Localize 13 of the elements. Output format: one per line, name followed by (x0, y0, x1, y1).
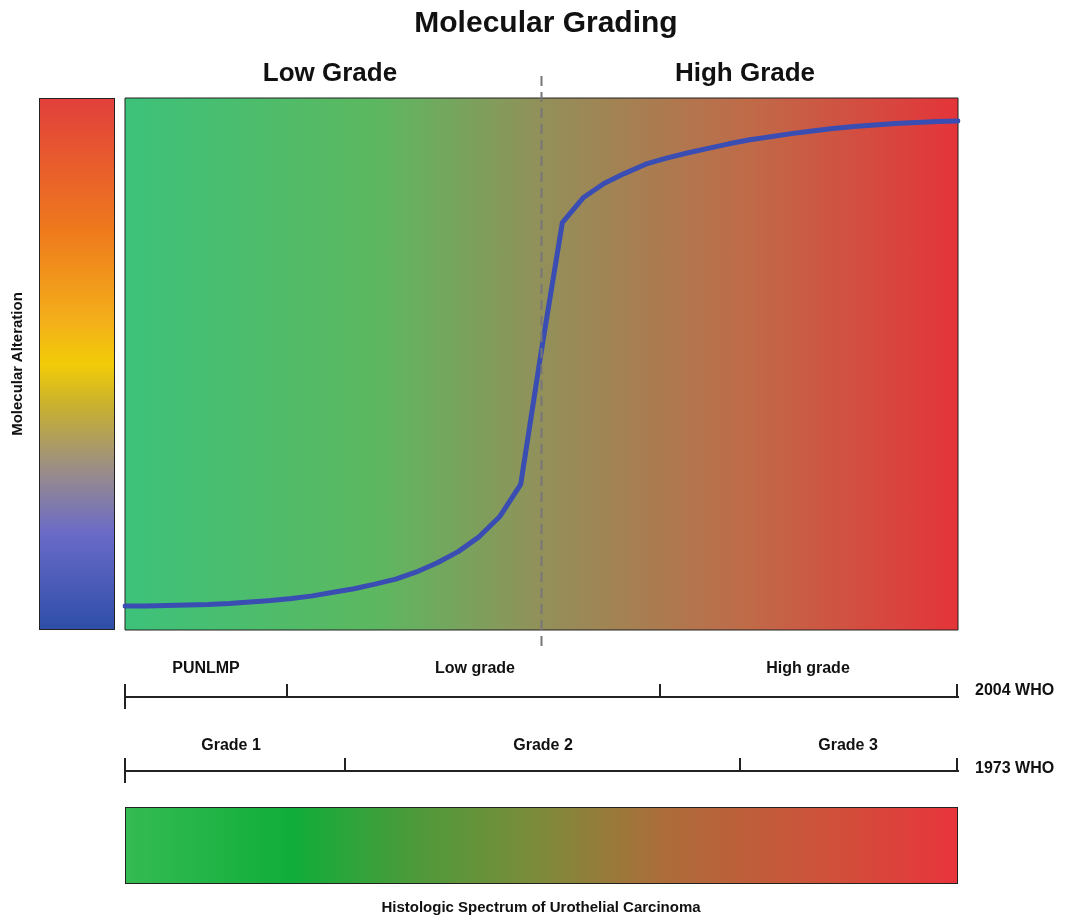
text: High Grade (674, 56, 816, 88)
chart-title: Molecular Grading (414, 5, 678, 39)
text: 1973 WHO (975, 759, 1055, 777)
text: Low Grade (262, 56, 398, 88)
text: Grade 1 (201, 736, 261, 754)
text: Low grade (434, 659, 516, 677)
text: Grade 2 (513, 736, 573, 754)
text: 2004 WHO (975, 681, 1055, 699)
text: Histologic Spectrum of Urothelial Carcinoma (381, 897, 701, 915)
text: High grade (766, 659, 850, 677)
text: Grade 3 (818, 736, 878, 754)
text: PUNLMP (172, 659, 240, 677)
text: Molecular Alteration (7, 292, 25, 436)
